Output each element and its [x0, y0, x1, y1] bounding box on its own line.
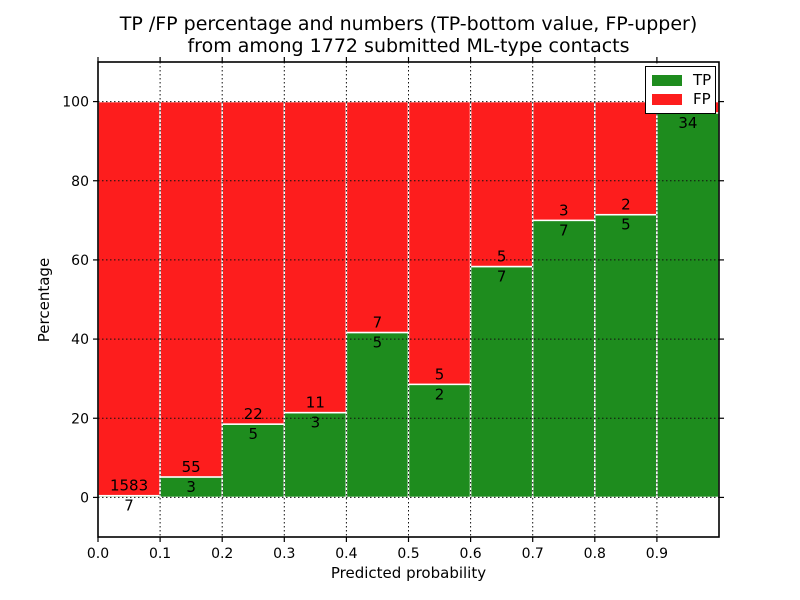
tp-count-label-4: 5: [373, 333, 383, 351]
y-tick-label-0: 0: [80, 490, 89, 506]
fp-bar-segment-2: [221, 100, 286, 425]
fp-count-label-0: 1583: [110, 477, 148, 495]
tp-bar-segment-4: [345, 331, 410, 499]
tp-count-label-7: 7: [559, 221, 569, 239]
fp-bar-segment-7: [531, 100, 596, 222]
tp-legend-label: TP: [693, 71, 712, 89]
x-tick-label-0.9: 0.9: [646, 546, 668, 562]
chart-title: TP /FP percentage and numbers (TP-bottom…: [98, 13, 719, 57]
x-tick-label-0.5: 0.5: [397, 546, 419, 562]
tp-count-label-2: 5: [248, 425, 258, 443]
fp-bar-segment-0: [97, 100, 161, 497]
y-tick-label-40: 40: [71, 332, 89, 348]
x-tick-label-0.4: 0.4: [335, 546, 357, 562]
y-tick-label-100: 100: [62, 95, 89, 111]
y-tick-label-60: 60: [71, 253, 89, 269]
tp-count-label-8: 5: [621, 216, 631, 234]
tp-bar-segment-8: [594, 213, 658, 499]
fp-bar-segment-1: [159, 100, 223, 478]
legend-item-tp: TP: [652, 71, 712, 90]
tp-legend-swatch: [652, 75, 682, 86]
fp-count-label-4: 7: [373, 313, 383, 331]
legend-item-fp: FP: [652, 90, 711, 109]
fp-bar-segment-8: [594, 100, 658, 216]
tp-count-label-1: 3: [186, 478, 196, 496]
tp-bar-segment-6: [469, 265, 534, 499]
y-axis-label: Percentage: [35, 257, 53, 343]
legend: TP FP: [645, 66, 716, 114]
fp-bar-segment-4: [345, 100, 410, 334]
fp-count-label-2: 22: [244, 405, 263, 423]
x-tick-label-0.2: 0.2: [211, 546, 233, 562]
x-tick-label-0.7: 0.7: [522, 546, 544, 562]
fp-legend-label: FP: [693, 90, 711, 108]
tp-count-label-3: 3: [311, 414, 321, 432]
fp-count-label-1: 55: [182, 458, 201, 476]
chart-title-line2: from among 1772 submitted ML-type contac…: [187, 35, 630, 57]
tp-count-label-0: 7: [124, 497, 134, 515]
tp-bar-segment-9: [656, 112, 720, 499]
tp-count-label-5: 2: [435, 385, 445, 403]
x-tick-label-0.1: 0.1: [149, 546, 171, 562]
chart-title-line1: TP /FP percentage and numbers (TP-bottom…: [119, 13, 698, 35]
tp-count-label-9: 34: [678, 114, 697, 132]
x-axis-label: Predicted probability: [330, 564, 487, 582]
tp-count-label-6: 7: [497, 268, 507, 286]
y-tick-label-20: 20: [71, 411, 89, 427]
fp-legend-swatch: [652, 94, 682, 105]
fp-bar-segment-6: [469, 100, 534, 268]
fp-count-label-5: 5: [435, 365, 445, 383]
x-tick-label-0.3: 0.3: [273, 546, 295, 562]
fp-count-label-3: 11: [306, 394, 325, 412]
x-tick-label-0.6: 0.6: [459, 546, 481, 562]
fp-count-label-7: 3: [559, 201, 569, 219]
y-tick-label-80: 80: [71, 174, 89, 190]
x-tick-label-0.0: 0.0: [87, 546, 109, 562]
fp-bar-segment-3: [283, 100, 348, 414]
tp-bar-segment-5: [407, 383, 472, 499]
tp-bar-segment-2: [221, 423, 286, 499]
x-tick-label-0.8: 0.8: [584, 546, 606, 562]
fp-count-label-8: 2: [621, 196, 631, 214]
fp-count-label-6: 5: [497, 248, 507, 266]
tp-bar-segment-7: [531, 219, 596, 499]
fp-bar-segment-5: [407, 100, 472, 386]
